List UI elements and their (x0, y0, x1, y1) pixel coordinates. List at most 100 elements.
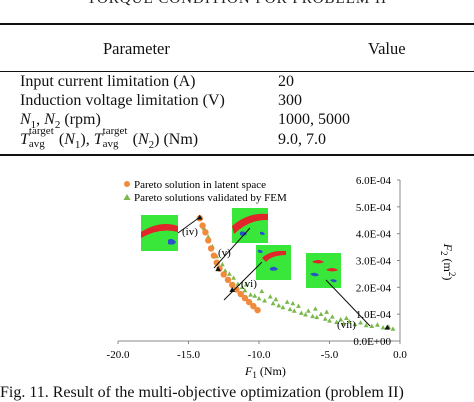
selected-solution-marker (384, 324, 391, 330)
fem-point (329, 314, 335, 319)
fem-point (303, 312, 308, 317)
fem-point (219, 261, 225, 267)
latent-point (205, 237, 212, 244)
x-tick-label: -5.0 (321, 349, 339, 361)
annotation-iv: (iv) (182, 226, 198, 238)
fem-point (327, 318, 332, 323)
legend-latent-label: Pareto solution in latent space (134, 179, 266, 191)
selected-solution-marker (215, 266, 221, 272)
fem-point (235, 281, 241, 286)
table-row-param: Input current limitation (A) (20, 73, 196, 90)
latent-point (245, 298, 253, 306)
table-row-param: Induction voltage limitation (V) (20, 92, 225, 109)
fem-point (296, 303, 301, 308)
fem-point (284, 299, 290, 304)
fem-point (338, 316, 344, 322)
latent-point (224, 276, 232, 284)
x-tick-label: 0.0 (393, 349, 407, 361)
leader-vi (223, 261, 263, 301)
leader-v (213, 227, 251, 269)
fem-point (305, 308, 311, 313)
latent-point (202, 229, 209, 236)
fem-point (248, 292, 253, 297)
fem-point (390, 326, 396, 331)
latent-point (210, 252, 218, 259)
fem-point (287, 306, 293, 312)
latent-point (241, 294, 249, 302)
x-tick-label: -15.0 (177, 349, 200, 361)
fem-point (242, 287, 248, 293)
fem-point (375, 322, 380, 327)
annotation-vii: (vii) (337, 319, 356, 331)
fem-point (380, 324, 386, 330)
fem-point (291, 308, 297, 313)
latent-point (207, 245, 215, 252)
y-tick-label: 5.0E-04 (356, 202, 392, 214)
inset-image-v (232, 208, 268, 243)
inset-image-vii (306, 253, 341, 288)
table-row-value: 20 (278, 73, 294, 90)
fem-point (256, 296, 262, 301)
annotation-vi: (vi) (241, 278, 257, 290)
table-caption: TORQUE CONDITION FOR PROBLEM II (0, 0, 474, 8)
fem-point (298, 310, 304, 315)
leader-vii (325, 279, 371, 327)
latent-point (237, 290, 244, 298)
latent-point (254, 306, 261, 314)
fem-point (226, 271, 232, 276)
y-tick-label: 4.0E-04 (356, 229, 392, 241)
fem-point (239, 284, 245, 290)
fem-point (280, 304, 286, 310)
latent-point (229, 281, 236, 289)
fem-point (318, 311, 324, 316)
fem-point (334, 319, 339, 325)
y-tick-label: 6.0E-04 (356, 175, 392, 187)
fem-point (267, 294, 273, 299)
y-tick-label: 3.0E-04 (356, 256, 392, 268)
leader-iv (177, 216, 201, 234)
fem-point (313, 306, 318, 311)
fem-point (310, 313, 315, 319)
fem-point (369, 323, 375, 329)
fem-point (276, 302, 282, 308)
fem-point (259, 288, 265, 294)
annotation-v: (v) (218, 247, 231, 259)
x-tick-label: -20.0 (107, 349, 130, 361)
fem-point (322, 316, 328, 321)
fem-point (346, 319, 352, 324)
table-row-value: 1000, 5000 (278, 111, 350, 128)
figure-caption: Fig. 11. Result of the multi-objective o… (0, 384, 404, 401)
fem-point (324, 309, 330, 314)
x-axis-title: F1 (Nm) (244, 364, 286, 380)
table-header-value: Value (368, 39, 406, 58)
table-row-value: 300 (278, 92, 302, 109)
legend-fem-marker (123, 194, 131, 200)
table-row-value: 9.0, 7.0 (278, 131, 326, 148)
latent-point (250, 302, 257, 310)
fem-point (231, 275, 237, 280)
x-tick-label: -10.0 (248, 349, 271, 361)
y-tick-label: 0.0E+00 (353, 336, 391, 348)
fem-point (243, 282, 249, 287)
fem-point (363, 322, 369, 328)
fem-point (262, 298, 268, 303)
fem-point (270, 300, 276, 306)
latent-point (199, 222, 206, 229)
y-axis-title: F2 (m2) (439, 243, 457, 281)
fem-point (314, 314, 320, 320)
fem-point (341, 320, 346, 326)
latent-point (220, 271, 227, 278)
fem-point (352, 321, 358, 327)
legend-latent-marker (124, 181, 130, 187)
y-tick-label: 2.0E-04 (356, 282, 392, 294)
table-row-param: N1, N2 (rpm) (20, 111, 101, 132)
legend-fem-label: Pareto solutions validated by FEM (134, 192, 287, 204)
fem-point (358, 320, 363, 325)
table-top-rule (0, 23, 474, 25)
inset-image-iv (141, 215, 178, 251)
table-bottom-rule (0, 154, 474, 156)
fem-point (273, 296, 279, 302)
latent-point (233, 286, 240, 293)
